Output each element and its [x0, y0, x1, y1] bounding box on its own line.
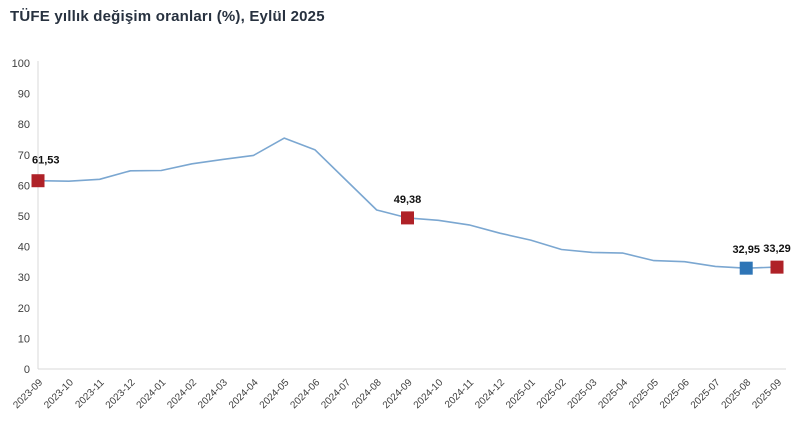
y-axis-tick-label: 80 — [18, 119, 30, 131]
x-axis-tick-label: 2024-01 — [135, 377, 169, 411]
x-axis-tick-label: 2023-11 — [73, 377, 107, 411]
x-axis-tick-label: 2024-08 — [350, 377, 384, 411]
x-axis-tick-label: 2025-05 — [627, 377, 661, 411]
x-axis-tick-label: 2024-12 — [473, 377, 507, 411]
y-axis-tick-label: 40 — [18, 242, 30, 254]
y-axis-tick-label: 20 — [18, 303, 30, 315]
x-axis-tick-label: 2025-03 — [566, 377, 600, 411]
x-axis-tick-label: 2025-08 — [720, 377, 754, 411]
y-axis-tick-label: 50 — [18, 211, 30, 223]
y-axis-tick-label: 90 — [18, 89, 30, 101]
y-axis-tick-label: 30 — [18, 272, 30, 284]
x-axis-tick-label: 2025-02 — [535, 377, 569, 411]
x-axis-tick-label: 2023-10 — [42, 377, 76, 411]
x-axis-tick-label: 2024-06 — [289, 377, 323, 411]
x-axis-tick-label: 2025-06 — [658, 377, 692, 411]
x-axis-tick-label: 2024-10 — [412, 377, 446, 411]
y-axis-tick-label: 60 — [18, 180, 30, 192]
x-axis-tick-label: 2024-07 — [319, 377, 353, 411]
y-axis-tick-label: 70 — [18, 150, 30, 162]
data-point-label-2023-09: 61,53 — [32, 155, 60, 167]
x-axis-tick-label: 2025-01 — [504, 377, 538, 411]
x-axis-tick-label: 2024-03 — [196, 377, 230, 411]
data-point-marker-2023-09 — [31, 174, 45, 188]
x-axis-tick-label: 2024-05 — [258, 377, 292, 411]
x-axis-tick-label: 2025-07 — [689, 377, 723, 411]
data-point-marker-2025-09 — [770, 260, 784, 274]
x-axis-tick-label: 2024-04 — [227, 377, 261, 411]
data-point-label-2024-09: 49,38 — [394, 194, 422, 206]
y-axis-tick-label: 10 — [18, 333, 30, 345]
x-axis-tick-label: 2023-12 — [104, 377, 138, 411]
y-axis-tick-label: 100 — [12, 58, 30, 70]
x-axis-tick-label: 2024-11 — [443, 377, 477, 411]
chart-title: TÜFE yıllık değişim oranları (%), Eylül … — [10, 8, 325, 25]
x-axis-tick-label: 2023-09 — [11, 377, 45, 411]
x-axis-tick-label: 2024-02 — [165, 377, 199, 411]
x-axis-tick-label: 2024-09 — [381, 377, 415, 411]
data-point-marker-2025-08 — [739, 261, 753, 275]
y-axis-tick-label: 0 — [24, 364, 30, 376]
x-axis-tick-label: 2025-09 — [750, 377, 784, 411]
x-axis-tick-label: 2025-04 — [596, 377, 630, 411]
data-point-label-2025-08: 32,95 — [732, 244, 760, 256]
data-point-marker-2024-09 — [401, 211, 414, 225]
data-point-label-2025-09: 33,29 — [763, 243, 791, 255]
